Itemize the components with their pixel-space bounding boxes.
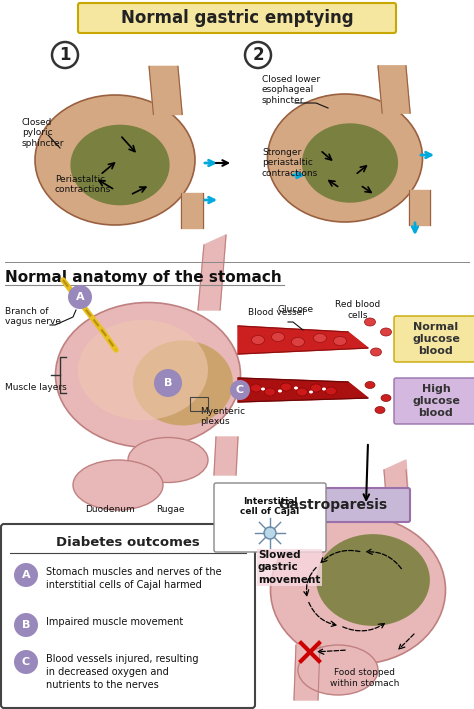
Ellipse shape [292, 337, 304, 347]
FancyBboxPatch shape [394, 316, 474, 362]
Ellipse shape [264, 388, 275, 396]
Circle shape [14, 613, 38, 637]
Ellipse shape [271, 516, 446, 664]
FancyBboxPatch shape [256, 488, 410, 522]
Ellipse shape [302, 123, 398, 203]
Polygon shape [214, 437, 238, 475]
Text: Rugae: Rugae [156, 505, 184, 514]
FancyBboxPatch shape [214, 483, 326, 552]
Text: 1: 1 [59, 46, 71, 64]
Polygon shape [384, 460, 410, 520]
Text: Stronger
periastaltic
contractions: Stronger periastaltic contractions [262, 148, 318, 178]
Polygon shape [238, 378, 368, 402]
Circle shape [230, 380, 250, 400]
Text: Slowed
gastric
movement: Slowed gastric movement [258, 550, 320, 585]
Circle shape [52, 42, 78, 68]
Ellipse shape [365, 318, 375, 326]
Ellipse shape [297, 388, 308, 396]
Circle shape [14, 563, 38, 587]
Ellipse shape [71, 125, 170, 206]
Text: Myenteric
plexus: Myenteric plexus [200, 407, 245, 426]
Ellipse shape [313, 333, 327, 342]
Polygon shape [378, 66, 410, 113]
FancyBboxPatch shape [1, 524, 255, 708]
Circle shape [245, 42, 271, 68]
Text: Interstitial
cell of Cajal: Interstitial cell of Cajal [240, 497, 300, 516]
Ellipse shape [278, 389, 282, 393]
Text: Gastroparesis: Gastroparesis [278, 498, 388, 512]
Text: Food stopped
within stomach: Food stopped within stomach [330, 668, 400, 688]
Text: High
glucose
blood: High glucose blood [412, 384, 460, 418]
Ellipse shape [316, 534, 430, 626]
Circle shape [14, 650, 38, 674]
Polygon shape [409, 190, 430, 225]
Ellipse shape [381, 328, 392, 336]
Text: Blood vessels injured, resulting
in decreased oxygen and
nutrients to the nerves: Blood vessels injured, resulting in decr… [46, 654, 199, 690]
Text: Stomach muscles and nerves of the
interstitial cells of Cajal harmed: Stomach muscles and nerves of the inters… [46, 567, 222, 590]
Polygon shape [181, 193, 203, 228]
Text: Glucose: Glucose [278, 306, 314, 315]
Ellipse shape [375, 406, 385, 413]
Text: Periastaltic
contractions: Periastaltic contractions [55, 175, 111, 194]
Ellipse shape [250, 384, 262, 392]
Circle shape [154, 369, 182, 397]
Bar [190, 397, 208, 411]
Ellipse shape [55, 303, 240, 447]
Text: Normal anatomy of the stomach: Normal anatomy of the stomach [5, 270, 282, 285]
Text: C: C [22, 657, 30, 667]
Polygon shape [294, 645, 320, 700]
Ellipse shape [294, 386, 298, 389]
Ellipse shape [267, 94, 422, 222]
Text: Closed
pyloric
sphincter: Closed pyloric sphincter [22, 118, 64, 147]
Text: Diabetes outcomes: Diabetes outcomes [56, 535, 200, 549]
Ellipse shape [334, 337, 346, 345]
Text: A: A [22, 570, 30, 580]
Polygon shape [238, 326, 368, 354]
Ellipse shape [326, 387, 337, 395]
Polygon shape [198, 235, 226, 310]
Text: Red blood
cells: Red blood cells [336, 301, 381, 320]
Text: Closed lower
esophageal
sphincter: Closed lower esophageal sphincter [262, 75, 320, 105]
FancyBboxPatch shape [78, 3, 396, 33]
Circle shape [264, 527, 276, 539]
Ellipse shape [133, 340, 233, 425]
Ellipse shape [365, 381, 375, 389]
Ellipse shape [78, 320, 208, 420]
Ellipse shape [261, 388, 265, 391]
Text: C: C [236, 385, 244, 395]
Ellipse shape [310, 384, 321, 392]
Text: 2: 2 [252, 46, 264, 64]
Ellipse shape [272, 333, 284, 342]
Ellipse shape [322, 388, 326, 391]
Ellipse shape [35, 95, 195, 225]
Ellipse shape [298, 645, 378, 695]
Text: Muscle layers: Muscle layers [5, 384, 67, 393]
Circle shape [68, 285, 92, 309]
Text: Blood vessel: Blood vessel [248, 308, 305, 317]
FancyBboxPatch shape [394, 378, 474, 424]
Text: Impaired muscle movement: Impaired muscle movement [46, 617, 183, 627]
Text: B: B [22, 620, 30, 630]
Text: Normal
glucose
blood: Normal glucose blood [412, 322, 460, 357]
Ellipse shape [371, 348, 382, 356]
Text: Duodenum: Duodenum [85, 505, 135, 514]
Text: B: B [164, 378, 172, 388]
Ellipse shape [128, 437, 208, 483]
Text: Branch of
vagus nerve: Branch of vagus nerve [5, 307, 61, 326]
Text: Normal gastric emptying: Normal gastric emptying [121, 9, 353, 27]
Ellipse shape [281, 383, 292, 391]
Text: A: A [76, 292, 84, 302]
Ellipse shape [73, 460, 163, 510]
Ellipse shape [252, 335, 264, 345]
Polygon shape [149, 67, 182, 114]
Ellipse shape [381, 394, 391, 401]
Ellipse shape [309, 391, 313, 393]
